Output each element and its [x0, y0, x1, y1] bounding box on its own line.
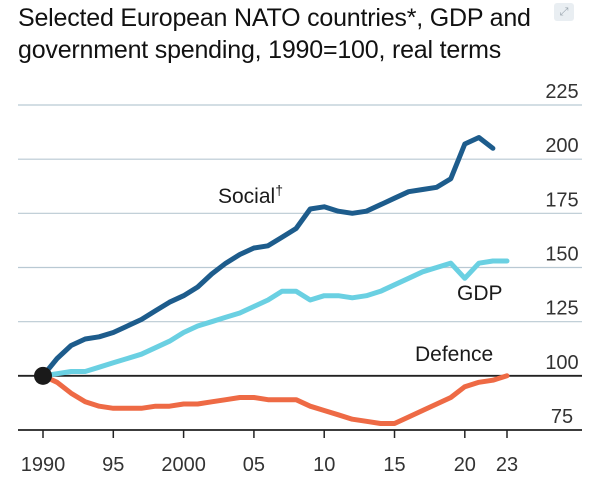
y-tick-label: 175	[545, 189, 578, 211]
chart-title: Selected European NATO countries*, GDP a…	[18, 2, 538, 66]
series-label-defence: Defence	[415, 343, 493, 366]
y-tick-label: 125	[545, 298, 578, 320]
series-line-social	[40, 135, 496, 379]
x-tick-label: 05	[243, 454, 265, 476]
x-tick-label: 10	[313, 454, 335, 476]
series-label-social: Social†	[218, 182, 283, 208]
expand-icon[interactable]: ⤢	[554, 3, 574, 21]
start-marker	[34, 366, 52, 385]
x-tick-label: 95	[102, 454, 124, 476]
y-tick-label: 225	[545, 81, 578, 103]
x-tick-label: 2000	[161, 454, 206, 476]
x-tick-label: 23	[496, 454, 518, 476]
series-label-mark: †	[275, 182, 283, 198]
x-tick-label: 15	[383, 454, 405, 476]
y-tick-label: 150	[545, 244, 578, 266]
series-line-gdp	[40, 258, 510, 379]
chart-title-line-2: government spending, 1990=100, real term…	[18, 36, 502, 64]
x-tick-label: 20	[454, 454, 476, 476]
x-tick-label: 1990	[21, 454, 66, 476]
series-label-gdp: GDP	[457, 282, 503, 305]
y-tick-label: 75	[551, 406, 573, 428]
y-tick-label: 100	[545, 352, 578, 374]
y-tick-label: 200	[545, 135, 578, 157]
series-line-defence	[40, 373, 510, 426]
chart-title-line-1: Selected European NATO countries*, GDP a…	[18, 4, 531, 32]
